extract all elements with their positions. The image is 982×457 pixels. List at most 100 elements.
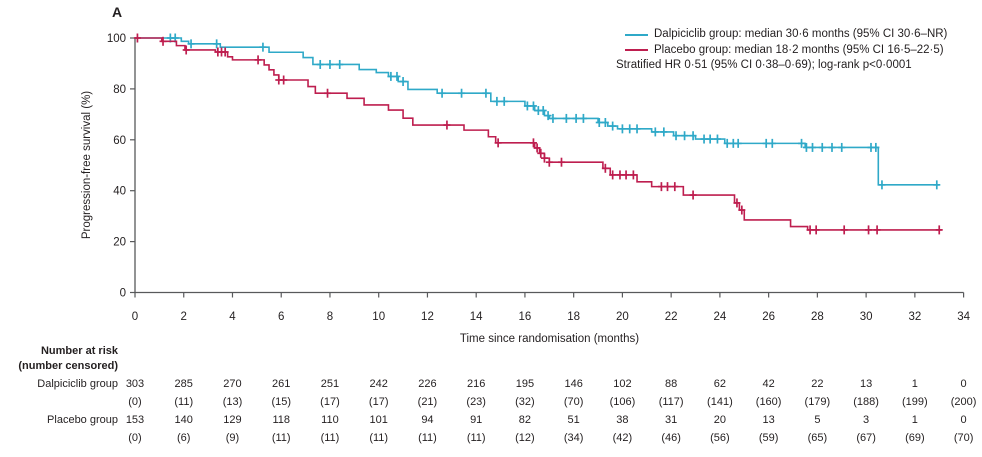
legend: Dalpiciclib group: median 30·6 months (9…: [616, 27, 982, 74]
dalpiciclib-at-risk-value: 88: [665, 378, 678, 390]
dalpiciclib-line-swatch-icon: [625, 33, 648, 36]
x-tick-label: 22: [665, 311, 678, 323]
dalpiciclib-censored-value: (188): [853, 396, 879, 408]
risk-table-header-line1: Number at risk: [40, 345, 118, 357]
placebo-censored-value: (69): [905, 432, 925, 444]
dalpiciclib-censored-value: (117): [658, 396, 684, 408]
placebo-line-swatch-icon: [625, 49, 648, 52]
x-tick-label: 14: [470, 311, 483, 323]
dalpiciclib-censored-value: (0): [128, 396, 142, 408]
legend-entry-dalpiciclib: Dalpiciclib group: median 30·6 months (9…: [616, 27, 982, 43]
placebo-at-risk-value: 110: [321, 414, 339, 426]
placebo-censored-value: (59): [758, 432, 779, 444]
x-axis-title: Time since randomisation (months): [459, 333, 640, 345]
placebo-censored-value: (11): [271, 432, 291, 444]
km-plot: 0 2 4 6 8 10 12 14 16 18 20 22 24 26 28 30 32 34020406080…: [107, 33, 971, 323]
placebo-censored-value: (9): [225, 432, 240, 444]
dalpiciclib-at-risk-value: 1: [911, 378, 918, 390]
y-tick-label: 40: [113, 186, 126, 198]
x-tick-label: 12: [421, 311, 434, 323]
dalpiciclib-at-risk-value: 261: [272, 378, 291, 390]
placebo-at-risk-value: 0: [960, 414, 967, 426]
dalpiciclib-censored-value: (17): [368, 396, 389, 408]
panel-label: A: [112, 4, 123, 20]
dalpiciclib-at-risk-value: 242: [369, 378, 388, 390]
x-tick-label: 18: [567, 311, 580, 323]
dalpiciclib-at-risk-value: 195: [515, 378, 535, 390]
placebo-at-risk-value: 82: [518, 414, 532, 426]
x-tick-label: 16: [519, 311, 532, 323]
dalpiciclib-censored-value: (11): [174, 396, 194, 408]
placebo-censored-value: (67): [856, 432, 876, 444]
legend-stat-note: Stratified HR 0·51 (95% CI 0·38–0·69); l…: [616, 59, 912, 71]
placebo-at-risk-value: 5: [814, 414, 821, 426]
placebo-censored-value: (11): [466, 432, 486, 444]
y-tick-label: 0: [120, 288, 126, 300]
dalpiciclib-at-risk-value: 146: [564, 378, 583, 390]
dalpiciclib-censored-value: (141): [707, 396, 733, 408]
risk-table-header-line2: (number censored): [18, 360, 118, 372]
y-tick-label: 20: [113, 237, 126, 249]
placebo-censored-value: (46): [661, 432, 681, 444]
legend-label-dalpiciclib: Dalpiciclib group: median 30·6 months (9…: [654, 28, 948, 40]
placebo-censored-value: (0): [128, 432, 142, 444]
dalpiciclib-at-risk-value: 102: [613, 378, 632, 390]
placebo-at-risk-value: 118: [272, 414, 290, 426]
x-tick-label: 26: [762, 311, 775, 323]
legend-entry-placebo: Placebo group: median 18·2 months (95% C…: [616, 43, 982, 59]
placebo-at-risk-value: 13: [762, 414, 775, 426]
dalpiciclib-at-risk-value: 0: [960, 378, 967, 390]
placebo-censored-value: (11): [369, 432, 389, 444]
dalpiciclib-censored-value: (32): [515, 396, 535, 408]
placebo-censored-value: (11): [418, 432, 437, 444]
placebo-at-risk-value: 129: [223, 414, 242, 426]
placebo-survival-curve: [135, 37, 942, 231]
dalpiciclib-censored-value: (15): [271, 396, 291, 408]
risk-row-label-placebo: Placebo group: [47, 414, 118, 426]
x-tick-label: 28: [811, 311, 824, 323]
placebo-at-risk-value: 3: [863, 414, 870, 426]
dalpiciclib-censored-value: (13): [222, 396, 243, 408]
placebo-at-risk-value: 51: [567, 414, 580, 426]
placebo-at-risk-value: 31: [665, 414, 678, 426]
dalpiciclib-censored-value: (200): [950, 396, 977, 408]
dalpiciclib-at-risk-value: 226: [418, 378, 437, 390]
dalpiciclib-at-risk-value: 303: [125, 378, 145, 390]
y-tick-label: 60: [113, 135, 126, 147]
placebo-at-risk-value: 91: [470, 414, 483, 426]
dalpiciclib-at-risk-value: 270: [223, 378, 242, 390]
dalpiciclib-censored-value: (179): [804, 396, 831, 408]
dalpiciclib-censored-value: (23): [466, 396, 486, 408]
dalpiciclib-censored-value: (160): [755, 396, 782, 408]
legend-label-placebo: Placebo group: median 18·2 months (95% C…: [654, 43, 944, 56]
x-tick-label: 32: [908, 311, 921, 323]
placebo-censored-value: (6): [177, 432, 191, 444]
x-tick-label: 30: [860, 311, 873, 323]
risk-row-label-dalpiciclib: Dalpiciclib group: [37, 378, 118, 390]
dalpiciclib-censored-value: (21): [417, 396, 438, 408]
placebo-censored-value: (65): [807, 432, 828, 444]
placebo-at-risk-value: 153: [125, 414, 145, 426]
dalpiciclib-at-risk-value: 13: [859, 378, 873, 390]
placebo-censored-value: (34): [563, 432, 584, 444]
dalpiciclib-censored-value: (17): [320, 396, 340, 408]
dalpiciclib-censored-value: (106): [609, 396, 636, 408]
placebo-at-risk-value: 101: [369, 414, 388, 426]
x-tick-label: 24: [713, 311, 726, 323]
dalpiciclib-at-risk-value: 42: [762, 378, 775, 390]
dalpiciclib-censored-value: (199): [902, 396, 928, 408]
placebo-censored-value: (56): [710, 432, 730, 444]
x-tick-label: 6: [278, 311, 284, 323]
x-tick-label: 2: [181, 311, 187, 323]
x-tick-label: 34: [957, 311, 970, 323]
placebo-at-risk-value: 1: [911, 414, 918, 426]
y-tick-label: 80: [113, 84, 126, 96]
dalpiciclib-at-risk-value: 216: [467, 378, 486, 390]
placebo-censored-value: (70): [953, 432, 974, 444]
x-tick-label: 20: [616, 311, 629, 323]
placebo-censored-value: (42): [612, 432, 633, 444]
placebo-at-risk-value: 38: [616, 414, 629, 426]
y-axis-title: Progression-free survival (%): [81, 90, 93, 240]
dalpiciclib-at-risk-value: 251: [320, 378, 340, 390]
